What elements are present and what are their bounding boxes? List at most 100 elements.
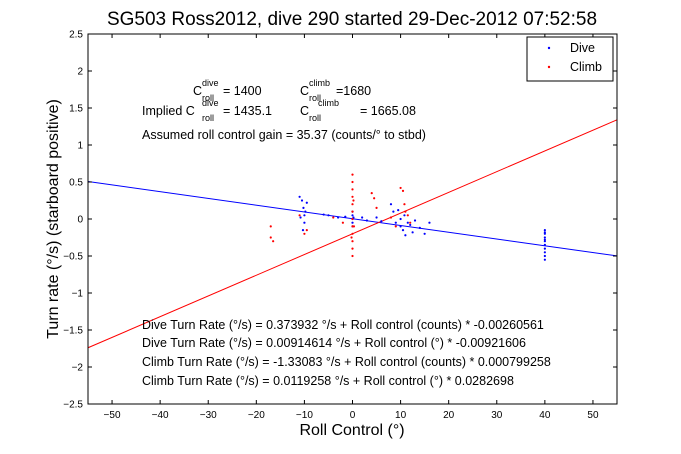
data-point-dive-29 [401, 229, 405, 232]
data-point-dive-4 [303, 221, 306, 224]
y-tick-label-7: 1 [77, 141, 83, 152]
y-tick-label-6: 0.5 [69, 178, 83, 189]
data-point-climb-0 [269, 225, 272, 228]
c-climb-sub: roll [309, 93, 321, 103]
implied-climb-value: = 1665.08 [360, 104, 416, 118]
x-tick-label-7: 20 [443, 410, 455, 421]
x-tick-label-5: 0 [350, 410, 356, 421]
data-point-climb-6 [332, 216, 335, 219]
data-point-climb-9 [351, 180, 354, 184]
data-point-dive-10 [327, 214, 330, 217]
data-point-climb-30 [403, 203, 406, 206]
c-dive-sub: roll [202, 93, 214, 103]
data-point-dive-6 [301, 229, 305, 232]
y-tick-label-10: 2.5 [69, 30, 83, 41]
legend-box [526, 36, 614, 82]
annotations: C dive roll = 1400 C climb roll =1680 Im… [142, 78, 551, 388]
data-point-dive-22 [380, 220, 383, 223]
data-point-climb-19 [351, 254, 354, 258]
data-point-climb-24 [373, 197, 376, 200]
data-point-climb-13 [351, 210, 354, 213]
data-point-dive-28 [399, 225, 402, 228]
marks-layer [87, 119, 618, 349]
data-point-climb-14 [351, 217, 354, 221]
data-point-dive-13 [351, 214, 354, 217]
c-dive-value: = 1400 [223, 84, 262, 98]
c-climb-sup: climb [309, 78, 330, 88]
data-point-dive-3 [303, 214, 306, 217]
legend: Dive Climb [526, 36, 614, 82]
data-point-dive-34 [411, 231, 414, 234]
data-point-climb-21 [350, 236, 353, 239]
y-tick-label-4: −0.5 [63, 252, 83, 263]
data-point-dive-37 [423, 232, 426, 235]
data-point-climb-28 [399, 186, 402, 190]
data-point-dive-49 [543, 238, 546, 241]
data-point-dive-9 [322, 213, 325, 216]
data-point-climb-11 [351, 195, 354, 198]
data-point-dive-45 [543, 251, 546, 254]
legend-entry-dive: Dive [570, 41, 595, 55]
data-point-dive-15 [351, 221, 354, 224]
data-point-dive-5 [304, 210, 307, 213]
c-climb-value: =1680 [336, 84, 371, 98]
data-point-dive-23 [389, 203, 393, 206]
data-point-dive-46 [543, 254, 546, 258]
implied-dive-value: = 1435.1 [223, 104, 272, 118]
data-point-climb-25 [375, 206, 378, 209]
data-point-climb-23 [370, 192, 373, 195]
c-dive-label: C [193, 84, 202, 98]
data-point-dive-44 [543, 247, 546, 250]
data-point-climb-12 [351, 203, 354, 206]
data-point-dive-33 [409, 223, 412, 227]
dive-counts-equation: Dive Turn Rate (°/s) = 0.373932 °/s + Ro… [142, 318, 544, 332]
data-point-climb-29 [401, 189, 405, 192]
data-point-dive-2 [302, 206, 305, 209]
data-point-dive-24 [392, 210, 395, 213]
data-point-climb-16 [351, 232, 354, 235]
data-point-dive-27 [399, 217, 402, 221]
gain-annotation: Assumed roll control gain = 35.37 (count… [142, 128, 426, 142]
data-point-dive-30 [403, 214, 406, 217]
y-tick-label-5: 0 [77, 215, 83, 226]
data-point-dive-31 [404, 234, 407, 237]
y-tick-label-1: −2 [72, 363, 84, 374]
data-point-climb-10 [351, 188, 354, 191]
data-point-climb-8 [351, 173, 354, 176]
data-point-dive-8 [299, 216, 302, 219]
data-point-dive-38 [428, 221, 431, 224]
data-point-dive-26 [397, 209, 400, 212]
data-point-dive-43 [543, 243, 546, 246]
climb-counts-equation: Climb Turn Rate (°/s) = -1.33083 °/s + R… [142, 355, 551, 369]
data-point-climb-1 [269, 236, 272, 239]
data-point-dive-47 [543, 258, 546, 261]
data-point-climb-32 [406, 214, 409, 217]
data-point-dive-20 [365, 219, 369, 222]
implied-prefix: Implied C [142, 104, 195, 118]
data-point-dive-35 [413, 219, 417, 222]
data-point-dive-48 [543, 231, 546, 234]
chart-title: SG503 Ross2012, dive 290 started 29-Dec-… [107, 9, 597, 30]
data-point-dive-11 [336, 216, 340, 219]
climb-deg-equation: Climb Turn Rate (°/s) = 0.0119258 °/s + … [142, 374, 514, 388]
data-point-climb-22 [352, 225, 356, 228]
legend-entry-climb: Climb [570, 60, 602, 74]
legend-marker-climb [547, 65, 551, 69]
data-point-dive-21 [375, 216, 378, 219]
data-point-climb-33 [409, 221, 412, 224]
x-tick-label-0: −50 [104, 410, 121, 421]
implied-dive-sub: roll [202, 113, 214, 123]
data-point-dive-32 [406, 221, 409, 224]
data-point-climb-26 [389, 216, 393, 219]
implied-climb-label: C [300, 104, 309, 118]
data-point-dive-36 [418, 226, 421, 229]
implied-dive-sup: dive [202, 98, 219, 108]
data-point-climb-18 [351, 247, 354, 250]
data-point-dive-0 [298, 195, 301, 198]
x-tick-label-9: 40 [539, 410, 551, 421]
data-point-climb-27 [394, 225, 397, 228]
x-tick-label-8: 30 [491, 410, 503, 421]
data-point-climb-17 [351, 240, 354, 243]
data-point-climb-5 [305, 229, 308, 232]
